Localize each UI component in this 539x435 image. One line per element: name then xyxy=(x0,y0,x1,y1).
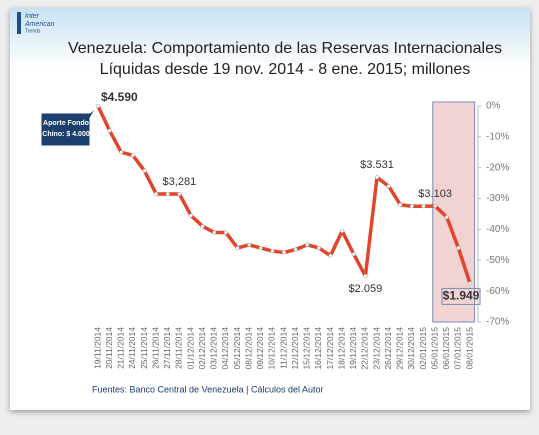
x-tick-label: 10/12/2014 xyxy=(267,327,277,370)
data-point xyxy=(421,204,426,209)
data-point xyxy=(107,128,112,133)
annotation: $2.059 xyxy=(349,283,383,295)
x-tick-label: 27/11/2014 xyxy=(162,327,172,369)
data-point xyxy=(409,204,414,209)
data-point xyxy=(386,184,391,189)
x-tick-label: 29/12/2014 xyxy=(395,327,405,370)
x-tick-label: 22/12/2014 xyxy=(360,327,370,370)
annotation-box xyxy=(441,287,481,305)
logo-text: American xyxy=(24,21,55,28)
annotation: $4.590 xyxy=(101,90,138,104)
data-point xyxy=(293,247,298,252)
x-tick-label: 09/12/2014 xyxy=(255,327,265,370)
x-tick-label: 01/12/2014 xyxy=(185,327,195,370)
x-tick-label: 26/11/2014 xyxy=(150,327,160,369)
y-tick-label: -40% xyxy=(486,224,509,235)
annotation: $3,281 xyxy=(163,176,197,188)
x-tick-label: 08/01/2015 xyxy=(464,327,474,370)
x-tick-label: 19/11/2014 xyxy=(92,327,102,369)
data-point xyxy=(154,191,159,196)
data-point xyxy=(165,191,170,196)
x-tick-label: 19/12/2014 xyxy=(348,327,358,370)
x-tick-label: 17/12/2014 xyxy=(325,327,335,370)
data-point xyxy=(95,103,101,109)
data-point xyxy=(351,252,356,257)
data-point xyxy=(305,242,310,247)
x-tick-label: 02/01/2015 xyxy=(418,327,428,370)
data-point xyxy=(119,150,124,155)
data-point xyxy=(235,245,240,250)
data-point xyxy=(398,202,403,207)
logo-text: Trends xyxy=(25,28,41,34)
y-tick-label: -10% xyxy=(486,131,509,142)
x-tick-label: 11/12/2014 xyxy=(278,327,288,369)
source: Fuentes: Banco Central de Venezuela | Cá… xyxy=(92,384,323,394)
callout-text: Chino: $ 4.000 xyxy=(42,131,90,138)
data-point xyxy=(340,228,345,234)
data-point xyxy=(456,245,461,250)
y-tick-label: -30% xyxy=(486,193,509,204)
annotation: $3.531 xyxy=(360,159,394,171)
data-point xyxy=(258,245,263,250)
x-tick-label: 15/12/2014 xyxy=(302,327,312,370)
annotation: $1.949 xyxy=(443,289,480,303)
logo-bar xyxy=(17,12,21,34)
data-point xyxy=(270,248,275,254)
data-point xyxy=(223,230,228,235)
data-point xyxy=(467,281,473,286)
x-tick-label: 06/01/2015 xyxy=(441,327,451,370)
header-band xyxy=(10,8,530,68)
callout-box xyxy=(40,107,97,147)
data-point xyxy=(200,224,205,229)
data-point xyxy=(247,242,252,247)
data-point xyxy=(188,213,194,218)
x-tick-label: 26/12/2014 xyxy=(383,327,393,370)
callout-text: Aporte Fondo xyxy=(43,120,89,127)
data-point xyxy=(281,250,287,255)
x-tick-label: 28/11/2014 xyxy=(174,327,184,369)
data-point xyxy=(177,191,182,196)
x-tick-label: 18/12/2014 xyxy=(336,327,346,370)
annotation: $3.103 xyxy=(418,188,452,200)
x-tick-label: 03/12/2014 xyxy=(209,327,219,370)
data-point xyxy=(316,245,321,250)
data-point xyxy=(142,168,147,173)
logo-text: Inter xyxy=(25,13,40,20)
x-tick-label: 25/11/2014 xyxy=(139,327,149,369)
x-tick-label: 07/01/2015 xyxy=(453,327,463,370)
data-point xyxy=(130,153,135,158)
data-point xyxy=(374,175,380,180)
x-tick-label: 20/11/2014 xyxy=(104,327,114,369)
x-tick-label: 23/12/2014 xyxy=(371,327,381,370)
data-point xyxy=(433,203,438,209)
x-tick-label: 30/12/2014 xyxy=(406,327,416,370)
x-tick-label: 12/12/2014 xyxy=(290,327,300,370)
data-point xyxy=(328,253,333,258)
data-point xyxy=(444,215,449,220)
chart-title: Venezuela: Comportamiento de las Reserva… xyxy=(68,40,502,57)
data-point xyxy=(212,230,217,235)
x-tick-label: 04/12/2014 xyxy=(220,327,230,370)
x-tick-label: 08/12/2014 xyxy=(243,327,253,370)
y-tick-label: -50% xyxy=(486,255,509,266)
x-tick-label: 16/12/2014 xyxy=(313,327,323,370)
data-point xyxy=(363,273,368,279)
y-tick-label: -60% xyxy=(486,286,509,297)
y-tick-label: -20% xyxy=(486,162,509,173)
x-tick-label: 24/11/2014 xyxy=(127,327,137,369)
x-tick-label: 02/12/2014 xyxy=(197,327,207,370)
x-tick-label: 05/01/2015 xyxy=(429,327,439,370)
x-tick-label: 21/11/2014 xyxy=(116,327,126,369)
y-tick-label: -70% xyxy=(486,317,509,328)
chart-title: Líquidas desde 19 nov. 2014 - 8 ene. 201… xyxy=(100,61,471,78)
y-tick-label: 0% xyxy=(486,101,501,112)
x-tick-label: 05/12/2014 xyxy=(232,327,242,370)
